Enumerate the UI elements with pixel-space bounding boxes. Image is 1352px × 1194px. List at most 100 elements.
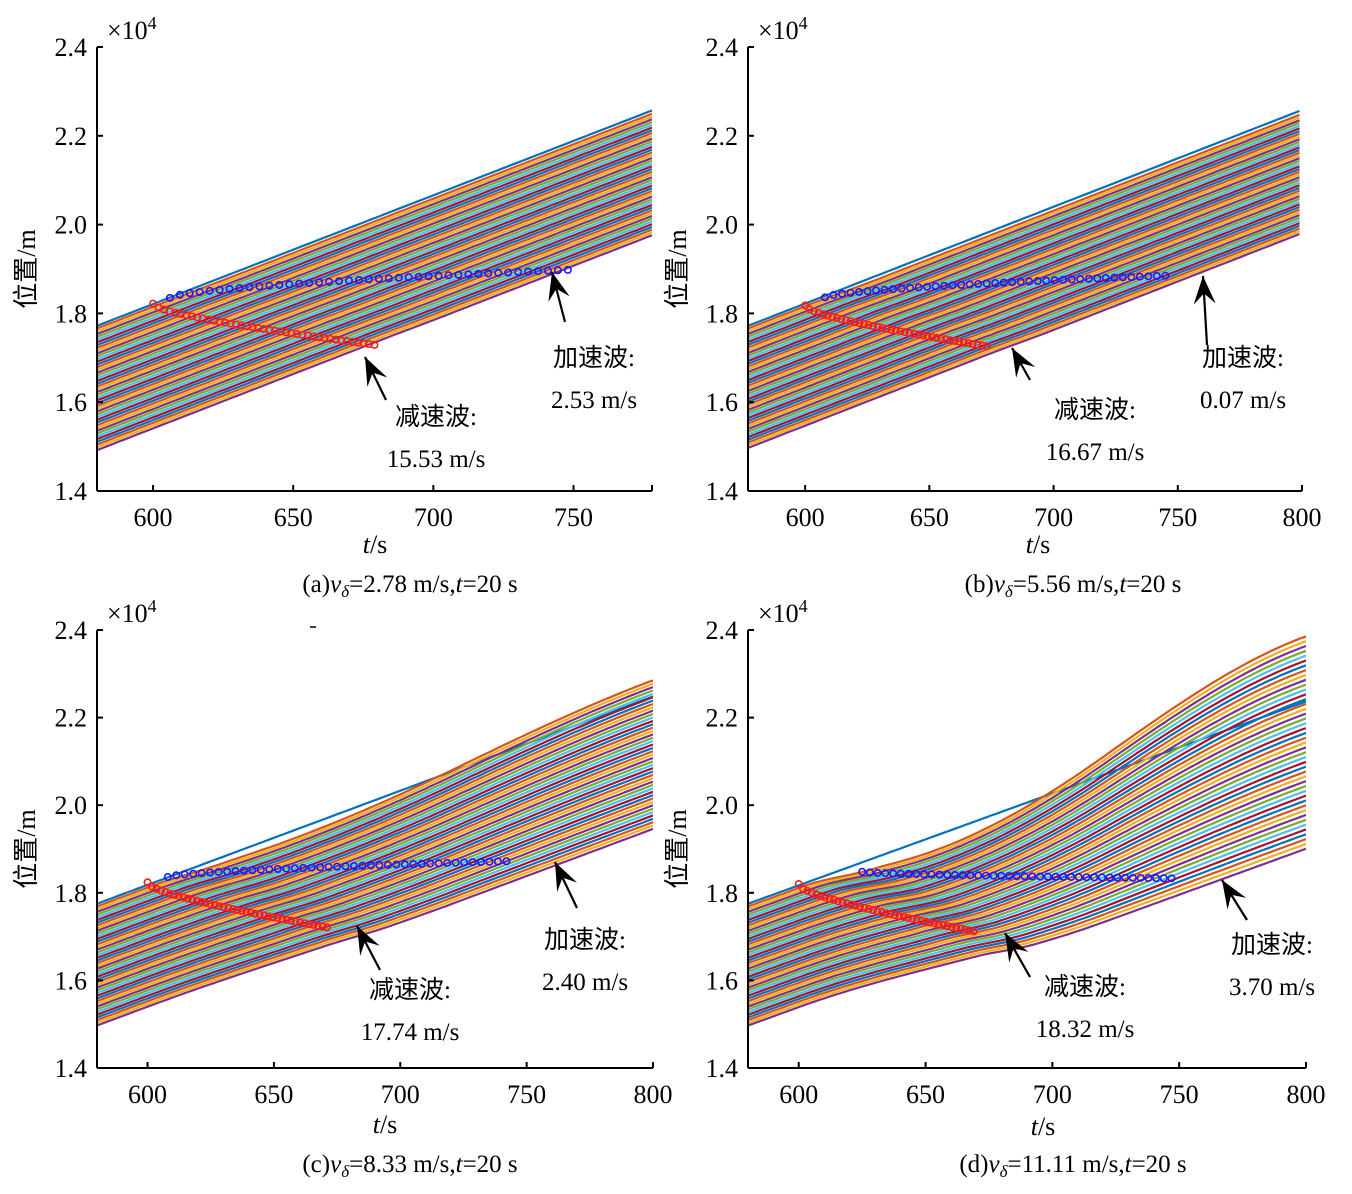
x-tick-label: 750: [507, 1080, 546, 1109]
trajectory-line: [97, 692, 653, 919]
trajectory-line: [97, 190, 652, 407]
decel-wave-marker: [291, 917, 300, 926]
decel-wave-marker: [816, 891, 825, 900]
accel-wave-marker: [468, 858, 477, 867]
x-tick-label: 600: [134, 503, 173, 532]
accel-wave-marker: [514, 268, 523, 277]
accel-wave-marker: [912, 870, 921, 879]
accel-wave-marker: [1050, 276, 1059, 285]
trajectory-line: [97, 228, 652, 446]
trajectory-line: [97, 198, 652, 416]
trajectory-line: [748, 121, 1300, 338]
accel-wave-marker: [1093, 274, 1102, 283]
trajectories: [748, 635, 1306, 1027]
trajectory-line: [748, 813, 1306, 1008]
accel-wave-marker: [374, 274, 383, 283]
accel-wave-marker: [333, 862, 342, 871]
trajectory-line: [748, 746, 1306, 970]
trajectory-line: [97, 686, 653, 913]
caption-v: v: [988, 1151, 1000, 1178]
y-multiplier-exponent: 4: [148, 13, 157, 33]
accel-wave-marker: [1082, 873, 1091, 882]
decel-wave-marker: [228, 905, 237, 914]
y-axis-title: 位置/m: [663, 809, 692, 888]
trajectory-line: [748, 669, 1306, 927]
accel-wave-marker: [1067, 872, 1076, 881]
caption-mid: =8.33 m/s,: [349, 1151, 455, 1178]
decel-wave-marker: [934, 920, 943, 929]
accel-wave-marker: [325, 277, 334, 286]
accel-wave-marker: [256, 865, 265, 874]
accel-wave-marker: [307, 863, 316, 872]
decel-arrow-head: [357, 926, 380, 956]
trajectory-line: [97, 126, 652, 344]
trajectory-line: [748, 168, 1300, 384]
decel-wave-marker: [206, 900, 215, 909]
trajectory-line: [748, 184, 1300, 401]
decel-wave-label: 减速波:: [1044, 973, 1126, 1001]
trajectory-line: [748, 838, 1306, 1022]
trajectory-line: [748, 828, 1306, 1016]
decel-wave-marker: [188, 895, 197, 904]
trajectory-line: [748, 195, 1300, 411]
decel-wave-marker: [264, 912, 273, 921]
trajectory-line: [748, 799, 1306, 1000]
trajectory-line: [97, 132, 652, 349]
decel-wave-marker: [900, 328, 909, 337]
x-axis-title-var: t: [1026, 530, 1034, 559]
accel-wave-marker: [1033, 277, 1042, 286]
accel-wave-marker: [1036, 872, 1045, 881]
trajectory-line: [97, 192, 652, 410]
trajectory-line: [97, 760, 653, 973]
caption-end: =20 s: [463, 1151, 518, 1178]
accel-wave-marker: [1152, 874, 1161, 883]
accel-wave-marker: [829, 291, 838, 300]
decel-wave-marker: [842, 899, 851, 908]
trajectory-line: [748, 214, 1300, 430]
y-tick-label: 2.4: [55, 616, 88, 645]
decel-wave-marker: [174, 892, 183, 901]
decel-wave-marker: [977, 341, 986, 350]
trajectory-line: [97, 156, 652, 374]
accel-wave-marker: [897, 284, 906, 293]
decel-wave-marker: [801, 301, 810, 310]
y-tick-label: 1.8: [706, 299, 739, 328]
trajectory-line: [748, 208, 1300, 425]
accel-wave-marker: [1074, 873, 1083, 882]
accel-wave-marker: [341, 862, 350, 871]
accel-wave-marker: [392, 860, 401, 869]
x-tick-label: 800: [1283, 503, 1322, 532]
accel-wave-marker: [1144, 272, 1153, 281]
decel-wave-marker: [832, 314, 841, 323]
accel-wave-marker: [881, 869, 890, 878]
decel-wave-marker: [923, 332, 932, 341]
decel-wave-marker: [956, 924, 965, 933]
accel-wave-marker: [948, 281, 957, 290]
y-tick-label: 1.4: [706, 1054, 739, 1083]
accel-wave-marker: [299, 863, 308, 872]
decel-wave-marker: [919, 331, 928, 340]
decel-wave-marker: [939, 921, 948, 930]
accel-wave-marker: [504, 268, 513, 277]
trajectory-line: [97, 814, 653, 1016]
trajectory-line: [97, 206, 652, 424]
accel-wave-marker: [1005, 871, 1014, 880]
x-tick-label: 650: [254, 1080, 293, 1109]
decel-wave-speed: 16.67 m/s: [1046, 439, 1145, 466]
accel-wave-marker: [285, 280, 294, 289]
trajectory-line: [97, 112, 652, 330]
trajectory-line: [97, 167, 652, 385]
decel-wave-marker: [932, 333, 941, 342]
decel-wave-marker: [287, 916, 296, 925]
trajectory-line: [748, 127, 1300, 344]
trajectory-line: [748, 224, 1300, 441]
accel-wave-marker: [858, 867, 867, 876]
accel-wave-marker: [273, 864, 282, 873]
trajectory-line: [748, 751, 1306, 973]
accel-wave-marker: [880, 285, 889, 294]
accel-wave-marker: [1059, 872, 1068, 881]
trajectory-line: [97, 807, 653, 1011]
trajectory-line: [748, 760, 1306, 978]
accel-wave-marker: [484, 269, 493, 278]
accel-wave-marker: [931, 282, 940, 291]
